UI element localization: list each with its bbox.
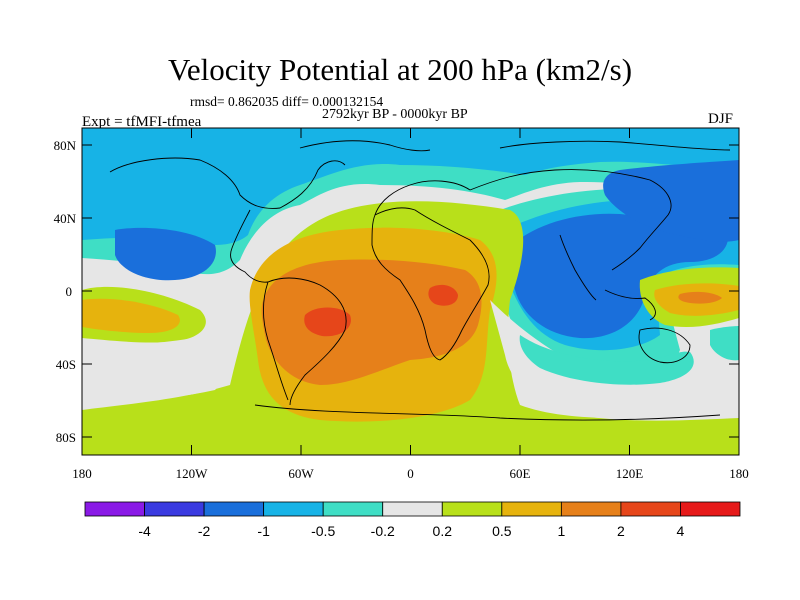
coastlines	[109, 140, 731, 421]
colorbar-swatch-2	[203, 501, 265, 517]
lon-label-180e: 180	[729, 466, 749, 481]
field-neg-weak-sepac	[710, 326, 739, 361]
lat-label-40s: 40S	[56, 357, 76, 372]
colorbar-swatch-9	[620, 501, 681, 517]
lon-ticks	[81, 128, 740, 455]
lon-label-180w: 180	[72, 466, 92, 481]
colorbar-level-label: -4	[138, 523, 151, 539]
colorbar-swatch-3	[263, 501, 324, 517]
lon-label-60w: 60W	[288, 466, 314, 481]
experiment-label: Expt = tfMFI-tfmea	[82, 114, 202, 130]
velocity-potential-field	[82, 128, 739, 455]
colorbar-swatch-5	[382, 501, 443, 517]
colorbar-level-label: 1	[557, 523, 565, 539]
colorbar-swatch-7	[501, 501, 562, 517]
field-pos-mid-cpac	[82, 298, 180, 333]
colorbar-level-label: -1	[257, 523, 270, 539]
season-label: DJF	[708, 111, 734, 127]
field-neg-strong-northpac	[603, 160, 739, 242]
colorbar-level-label: 4	[677, 523, 685, 539]
colorbar-level-label: -2	[198, 523, 211, 539]
colorbar-swatch-6	[441, 501, 503, 517]
lon-labels: 180 120W 60W 0 60E 120E 180	[72, 466, 749, 481]
colorbar-swatch-10	[680, 501, 741, 517]
colorbar-swatch-0	[84, 501, 145, 517]
colorbar-level-label: 0.2	[433, 523, 453, 539]
period-subtitle: 2792kyr BP - 0000kyr BP	[322, 107, 468, 122]
field-neutral-southwedge	[490, 300, 739, 421]
field-neg-weak-seindian	[519, 335, 694, 385]
field-pos-strong-wpac	[678, 291, 722, 304]
field-pos-strong-central	[261, 259, 482, 385]
colorbar: -4 -2 -1 -0.5 -0.2 0.2 0.5 1 2 4	[84, 501, 741, 539]
lat-label-80n: 80N	[54, 138, 77, 153]
lat-label-40n: 40N	[54, 211, 77, 226]
colorbar-level-label: 0.5	[492, 523, 512, 539]
colorbar-level-label: -0.5	[311, 523, 335, 539]
colorbar-swatch-8	[560, 501, 622, 517]
field-pos-max-africa	[428, 284, 458, 306]
map-title: Velocity Potential at 200 hPa (km2/s)	[167, 52, 633, 87]
field-pos-max-brazil	[304, 307, 351, 337]
lon-label-120e: 120E	[616, 466, 644, 481]
colorbar-swatch-1	[144, 501, 205, 517]
field-neg-strong-indopac	[510, 213, 729, 339]
colorbar-level-label: -0.2	[371, 523, 395, 539]
lon-label-60e: 60E	[510, 466, 531, 481]
lat-ticks	[82, 144, 739, 438]
colorbar-level-label: 2	[617, 523, 625, 539]
lat-labels: 80N 40N 0 40S 80S	[54, 138, 77, 445]
lon-label-0: 0	[407, 466, 414, 481]
field-neutral-southwest	[82, 330, 231, 405]
lat-label-80s: 80S	[56, 430, 76, 445]
field-neg-strong-nepac	[115, 227, 216, 281]
stats-subtitle: rmsd= 0.862035 diff= 0.000132154	[190, 94, 384, 109]
colorbar-swatch-4	[322, 501, 384, 517]
lon-label-120w: 120W	[176, 466, 209, 481]
lat-label-eq: 0	[66, 284, 73, 299]
field-neg-mid-north	[82, 128, 739, 245]
